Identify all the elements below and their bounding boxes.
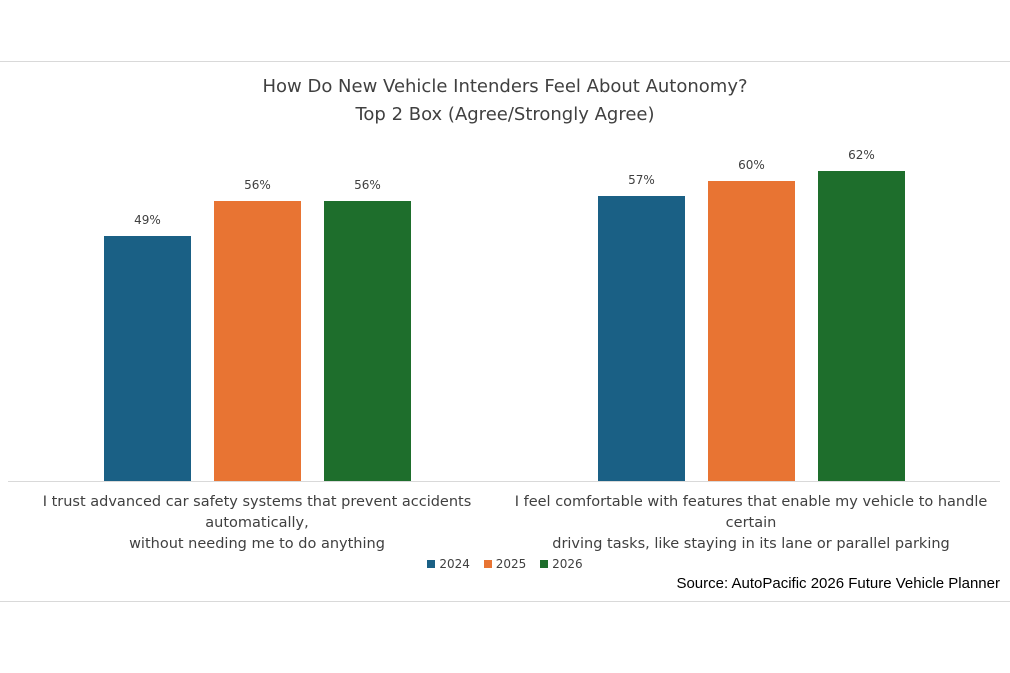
category-label-1-line-2: without needing me to do anything bbox=[129, 536, 385, 552]
legend: 2024 2025 2026 bbox=[0, 557, 1010, 571]
data-label-2024-category-2: 57% bbox=[628, 173, 655, 187]
data-label-2026-category-1: 56% bbox=[354, 178, 381, 192]
category-label-1: I trust advanced car safety systems that… bbox=[7, 492, 507, 555]
bar-2025-category-1 bbox=[214, 201, 301, 481]
top-divider bbox=[0, 61, 1010, 62]
category-label-1-line-1: I trust advanced car safety systems that… bbox=[42, 494, 472, 531]
chart-title: How Do New Vehicle Intenders Feel About … bbox=[262, 76, 748, 97]
legend-label-2026: 2026 bbox=[552, 557, 583, 571]
category-label-2-line-1: I feel comfortable with features that en… bbox=[514, 494, 988, 531]
category-label-2: I feel comfortable with features that en… bbox=[501, 492, 1001, 555]
legend-item-2025: 2025 bbox=[483, 557, 527, 571]
data-label-2026-category-2: 62% bbox=[848, 148, 875, 162]
data-label-2025-category-2: 60% bbox=[738, 158, 765, 172]
data-label-2024-category-1: 49% bbox=[134, 213, 161, 227]
source-note: Source: AutoPacific 2026 Future Vehicle … bbox=[676, 575, 1000, 592]
bar-2024-category-1 bbox=[104, 236, 191, 481]
legend-item-2024: 2024 bbox=[427, 557, 470, 571]
legend-swatch-2026 bbox=[540, 560, 549, 568]
category-label-2-line-2: driving tasks, like staying in its lane … bbox=[552, 536, 950, 552]
bar-2026-category-2 bbox=[818, 171, 905, 481]
bottom-divider bbox=[0, 601, 1010, 602]
legend-swatch-2025 bbox=[483, 560, 492, 568]
chart-subtitle: Top 2 Box (Agree/Strongly Agree) bbox=[355, 104, 655, 125]
bar-2025-category-2 bbox=[708, 181, 795, 481]
bar-2024-category-2 bbox=[598, 196, 685, 481]
legend-item-2026: 2026 bbox=[540, 557, 583, 571]
legend-label-2025: 2025 bbox=[495, 557, 527, 571]
legend-label-2024: 2024 bbox=[439, 557, 470, 571]
data-label-2025-category-1: 56% bbox=[244, 178, 271, 192]
legend-swatch-2024 bbox=[427, 560, 436, 568]
bar-2026-category-1 bbox=[324, 201, 411, 481]
